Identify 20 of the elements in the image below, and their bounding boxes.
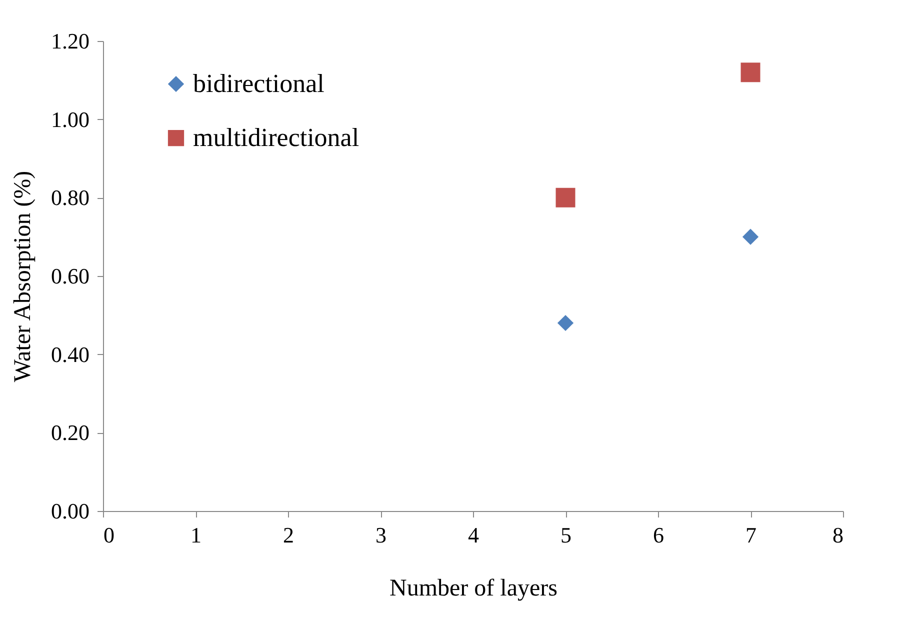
- x-axis-title: Number of layers: [390, 576, 558, 602]
- x-tick-label: 4: [468, 522, 479, 548]
- legend-label: bidirectional: [193, 69, 324, 98]
- x-tick-label: 8: [832, 522, 844, 548]
- x-tick-label: 2: [283, 522, 294, 548]
- y-tick-label: 0.60: [51, 264, 90, 288]
- x-tick-label: 5: [560, 522, 572, 548]
- x-tick-label: 7: [746, 522, 756, 548]
- x-tick-label: 0: [104, 522, 114, 548]
- y-tick-label: 0.80: [51, 185, 90, 210]
- y-axis-title: Water Absorption (%): [10, 170, 36, 382]
- legend-label: multidirectional: [193, 123, 360, 152]
- x-tick-label: 6: [653, 522, 664, 548]
- y-tick-label: 0.40: [51, 342, 90, 367]
- y-tick-label: 0.20: [51, 420, 90, 446]
- y-tick-label: 1.00: [51, 106, 90, 132]
- y-tick-label: 1.20: [51, 28, 90, 54]
- x-tick-label: 3: [376, 522, 386, 548]
- x-tick-label: 1: [190, 522, 202, 548]
- y-tick-label: 0.00: [51, 498, 90, 524]
